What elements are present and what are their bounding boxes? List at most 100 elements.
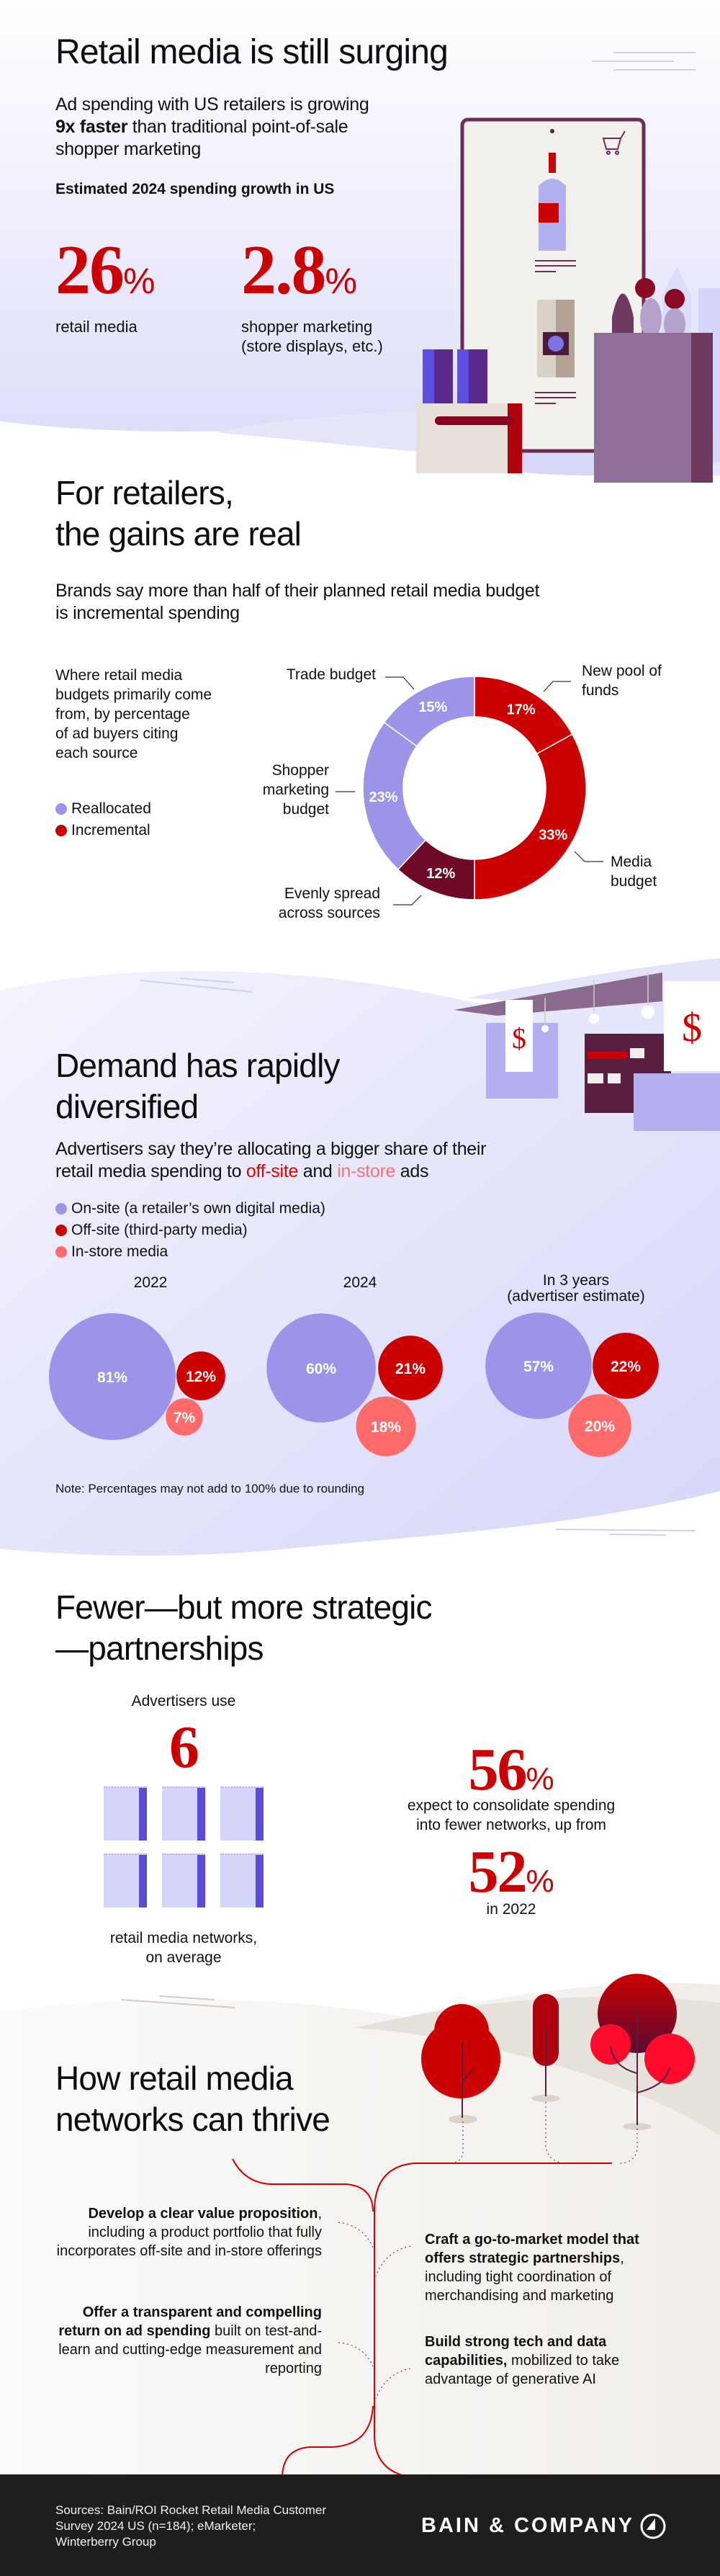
legend-swatch (55, 1203, 67, 1215)
sources-text: Sources: Bain/ROI Rocket Retail Media Cu… (55, 2503, 327, 2549)
stat-value: 26% (55, 231, 156, 309)
tree-icon (590, 1974, 695, 2130)
tree-roots-illustration (232, 1974, 695, 2478)
dollar-sign-icon: $ (512, 1022, 526, 1055)
in-store-bubble (356, 1396, 416, 1457)
section5-title: How retail media networks can thrive (55, 2058, 330, 2140)
subtitle-line: retail media spending to off-site and in… (55, 1161, 429, 1181)
description-line: budgets primarily come (55, 687, 212, 703)
description-line: Where retail media (55, 667, 183, 684)
legend-swatch (55, 1246, 67, 1258)
section2-title: For retailers, the gains are real (55, 473, 302, 555)
donut-slice-label: 23% (369, 790, 398, 805)
footer: Sources: Bain/ROI Rocket Retail Media Cu… (0, 2474, 720, 2576)
legend-on-site: On-site (a retailer’s own digital media) (55, 1198, 325, 1220)
subtitle-line: 9x faster than traditional point-of-sale (55, 116, 459, 138)
prior-stat: 52% (468, 1838, 554, 1905)
on-site-bubble-label: 57% (523, 1359, 554, 1375)
legend-swatch (55, 803, 67, 815)
retail-network-icon (104, 1853, 147, 1908)
cans-icon (423, 349, 487, 403)
budget-donut-chart: 17% 33% 12% 23% 15% (362, 676, 587, 900)
legend-off-site: Off-site (third-party media) (55, 1220, 325, 1241)
donut-slice-label: 17% (507, 702, 536, 718)
stat-label: retail media (55, 318, 138, 336)
label-new-pool: New pool of funds (582, 663, 662, 699)
label-shopper-marketing: Shopper marketing budget (262, 762, 329, 818)
title-line: networks can thrive (55, 2101, 330, 2138)
donut-leader-lines (336, 676, 603, 905)
on-site-bubble (485, 1312, 592, 1419)
tip-return-on-ad-spend: Offer a transparent and compelling retur… (58, 2304, 322, 2376)
legend-swatch (55, 1225, 67, 1236)
tip-value-proposition: Develop a clear value proposition, inclu… (56, 2206, 322, 2259)
off-site-bubble-label: 12% (186, 1369, 216, 1385)
donut-slice-label: 12% (426, 866, 455, 882)
retail-illustration (416, 117, 720, 483)
section2-subtitle: Brands say more than half of their plann… (55, 580, 539, 625)
consolidate-stat: 56% (468, 1736, 554, 1803)
jar-icon (537, 300, 575, 377)
retail-network-icon (162, 1853, 205, 1908)
bain-logo: BAIN & COMPANY (421, 2514, 635, 2537)
on-site-bubble-label: 60% (306, 1361, 336, 1377)
off-site-bubble (593, 1333, 659, 1399)
off-site-bubble-label: 22% (611, 1359, 641, 1375)
title-line: —partnerships (55, 1629, 264, 1667)
legend-reallocated: Reallocated (55, 798, 151, 820)
offsite-highlight: off-site (246, 1161, 299, 1181)
title-line: the gains are real (55, 515, 302, 553)
title-line: Fewer—but more strategic (55, 1588, 433, 1626)
donut-slice (474, 733, 587, 900)
title-line: How retail media (55, 2060, 294, 2097)
donut-legend: Reallocated Incremental (55, 798, 151, 841)
advertisers-use-label: Advertisers use (131, 1693, 236, 1709)
retail-network-icon (220, 1853, 264, 1908)
description-line: of ad buyers citing (55, 725, 179, 742)
year-label-3-years: In 3 years (advertiser estimate) (507, 1272, 645, 1305)
title-line: diversified (55, 1088, 199, 1125)
shopping-cart-icon (602, 130, 626, 155)
subtitle-line: Advertisers say they’re allocating a big… (55, 1139, 487, 1159)
year-label-2022: 2022 (133, 1274, 168, 1291)
legend-swatch (55, 825, 67, 836)
label-evenly-spread: Evenly spread across sources (278, 885, 380, 921)
tip-tech-capabilities: Build strong tech and data capabilities,… (425, 2334, 620, 2387)
off-site-bubble (176, 1351, 225, 1400)
network-icon-grid (104, 1786, 264, 1909)
legend-in-store: In-store media (55, 1241, 325, 1263)
off-site-bubble (378, 1336, 443, 1400)
section3-subtitle: Advertisers say they’re allocating a big… (55, 1138, 487, 1183)
tree-icon (421, 2004, 500, 2124)
tree-icon (531, 1994, 560, 2102)
title-line: For retailers, (55, 474, 234, 511)
stat-value: 2.8% (241, 231, 357, 309)
on-site-bubble-label: 81% (97, 1369, 127, 1386)
networks-label: retail media networks, on average (109, 1930, 258, 1966)
tip-go-to-market: Craft a go-to-market model that offers s… (425, 2232, 639, 2304)
subtitle-line: shopper marketing (55, 139, 201, 159)
rounding-note: Note: Percentages may not add to 100% du… (55, 1482, 365, 1495)
in-store-bubble-label: 7% (174, 1410, 196, 1426)
stat-shopper-marketing: 2.8% shopper marketing (store displays, … (241, 235, 383, 356)
bubble-legend: On-site (a retailer’s own digital media)… (55, 1198, 325, 1263)
label-trade-budget: Trade budget (286, 666, 376, 683)
on-site-bubble (48, 1312, 176, 1441)
stat-retail-media: 26% retail media (55, 235, 155, 336)
in-store-bubble (166, 1398, 203, 1436)
title-line: Demand has rapidly (55, 1047, 341, 1084)
stat-label: shopper marketing (241, 318, 373, 336)
media-share-bubble-chart: 81% 12% 7% 60% 21% 18% 57% 22% 20% (48, 1312, 659, 1457)
donut-slice-label: 15% (418, 699, 447, 715)
off-site-bubble-label: 21% (395, 1361, 426, 1377)
retail-network-icon (162, 1786, 205, 1841)
subtitle-line: is incremental spending (55, 603, 240, 623)
legend-incremental: Incremental (55, 820, 151, 841)
stat-heading: Estimated 2024 spending growth in US (55, 181, 335, 197)
subtitle-emphasis: 9x faster (55, 117, 128, 137)
subtitle-line: Ad spending with US retailers is growing (55, 94, 369, 115)
retail-network-icon (220, 1786, 264, 1841)
on-site-bubble (266, 1313, 376, 1423)
section4-title: Fewer—but more strategic —partnerships (55, 1587, 433, 1669)
prior-stat-label: in 2022 (486, 1901, 536, 1918)
